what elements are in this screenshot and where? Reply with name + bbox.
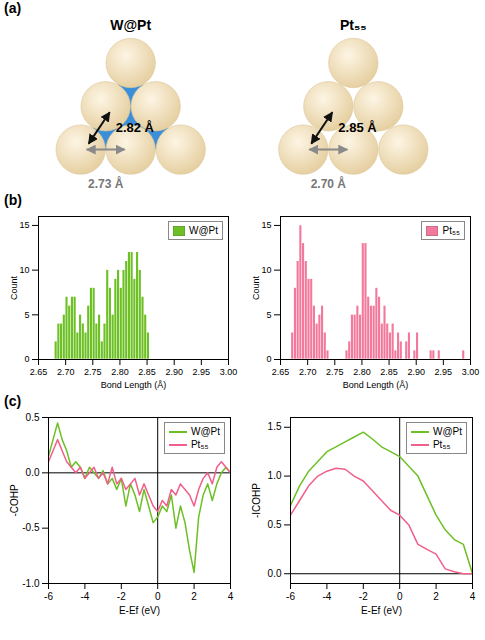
html-text:(b): (b) (4, 192, 22, 208)
svg-text:2.75: 2.75 (84, 367, 102, 377)
svg-text:0.0: 0.0 (268, 568, 282, 579)
svg-text:2.82 Å: 2.82 Å (116, 120, 155, 135)
svg-text:4: 4 (470, 591, 476, 602)
svg-text:-ICOHP: -ICOHP (251, 483, 262, 518)
svg-text:2.70: 2.70 (299, 367, 317, 377)
svg-text:Bond Length (Å): Bond Length (Å) (101, 380, 167, 390)
svg-text:0.0: 0.0 (26, 467, 40, 478)
svg-text:-4: -4 (80, 591, 89, 602)
svg-text:2.85: 2.85 (380, 367, 398, 377)
svg-text:0: 0 (155, 591, 161, 602)
svg-text:2: 2 (433, 591, 439, 602)
svg-text:-6: -6 (44, 591, 53, 602)
svg-text:2.85: 2.85 (138, 367, 156, 377)
svg-text:E-Ef (eV): E-Ef (eV) (119, 605, 160, 616)
svg-text:-4: -4 (322, 591, 331, 602)
svg-text:Count: Count (9, 276, 19, 301)
html-text:W@Pt: W@Pt (191, 426, 220, 437)
svg-text:1.5: 1.5 (268, 421, 282, 432)
html-text:Pt₅₅: Pt₅₅ (191, 439, 209, 450)
svg-text:Pt₅₅: Pt₅₅ (340, 17, 367, 33)
html-text:(c): (c) (4, 393, 22, 409)
svg-text:2.90: 2.90 (407, 367, 425, 377)
svg-text:2.73 Å: 2.73 Å (88, 176, 124, 191)
html-text:Pt₅₅: Pt₅₅ (442, 225, 460, 236)
svg-text:10: 10 (19, 265, 29, 275)
svg-text:15: 15 (261, 220, 271, 230)
svg-text:2.75: 2.75 (326, 367, 344, 377)
svg-text:0: 0 (266, 354, 271, 364)
svg-text:2.90: 2.90 (165, 367, 183, 377)
svg-text:2.95: 2.95 (193, 367, 211, 377)
svg-text:2: 2 (191, 591, 197, 602)
svg-text:-1.0: -1.0 (22, 578, 40, 589)
html-text:Pt₅₅: Pt₅₅ (433, 439, 451, 450)
svg-text:2.80: 2.80 (111, 367, 129, 377)
svg-text:2.65: 2.65 (272, 367, 290, 377)
svg-text:0: 0 (24, 354, 29, 364)
svg-text:10: 10 (261, 265, 271, 275)
svg-text:4: 4 (228, 591, 234, 602)
svg-text:2.80: 2.80 (353, 367, 371, 377)
svg-text:-0.5: -0.5 (22, 522, 40, 533)
html-text:W@Pt: W@Pt (189, 225, 218, 236)
svg-text:5: 5 (24, 310, 29, 320)
svg-text:W@Pt: W@Pt (110, 17, 151, 33)
svg-text:2.70: 2.70 (57, 367, 75, 377)
svg-text:-2: -2 (117, 591, 126, 602)
svg-text:-COHP: -COHP (9, 484, 20, 517)
svg-text:1.0: 1.0 (268, 470, 282, 481)
svg-text:3.00: 3.00 (220, 367, 238, 377)
svg-text:3.00: 3.00 (462, 367, 480, 377)
svg-text:5: 5 (266, 310, 271, 320)
svg-text:2.95: 2.95 (435, 367, 453, 377)
svg-text:2.65: 2.65 (30, 367, 48, 377)
svg-text:2.70 Å: 2.70 Å (311, 176, 347, 191)
svg-text:E-Ef (eV): E-Ef (eV) (361, 605, 402, 616)
svg-text:0: 0 (397, 591, 403, 602)
html-text:(a): (a) (4, 0, 22, 16)
svg-text:-6: -6 (286, 591, 295, 602)
svg-text:Count: Count (251, 276, 261, 301)
svg-text:15: 15 (19, 220, 29, 230)
svg-text:0.5: 0.5 (268, 519, 282, 530)
svg-text:2.85 Å: 2.85 Å (338, 120, 377, 135)
svg-text:-2: -2 (359, 591, 368, 602)
svg-text:0.5: 0.5 (26, 412, 40, 423)
svg-text:Bond Length (Å): Bond Length (Å) (343, 380, 409, 390)
html-text:W@Pt: W@Pt (433, 426, 462, 437)
